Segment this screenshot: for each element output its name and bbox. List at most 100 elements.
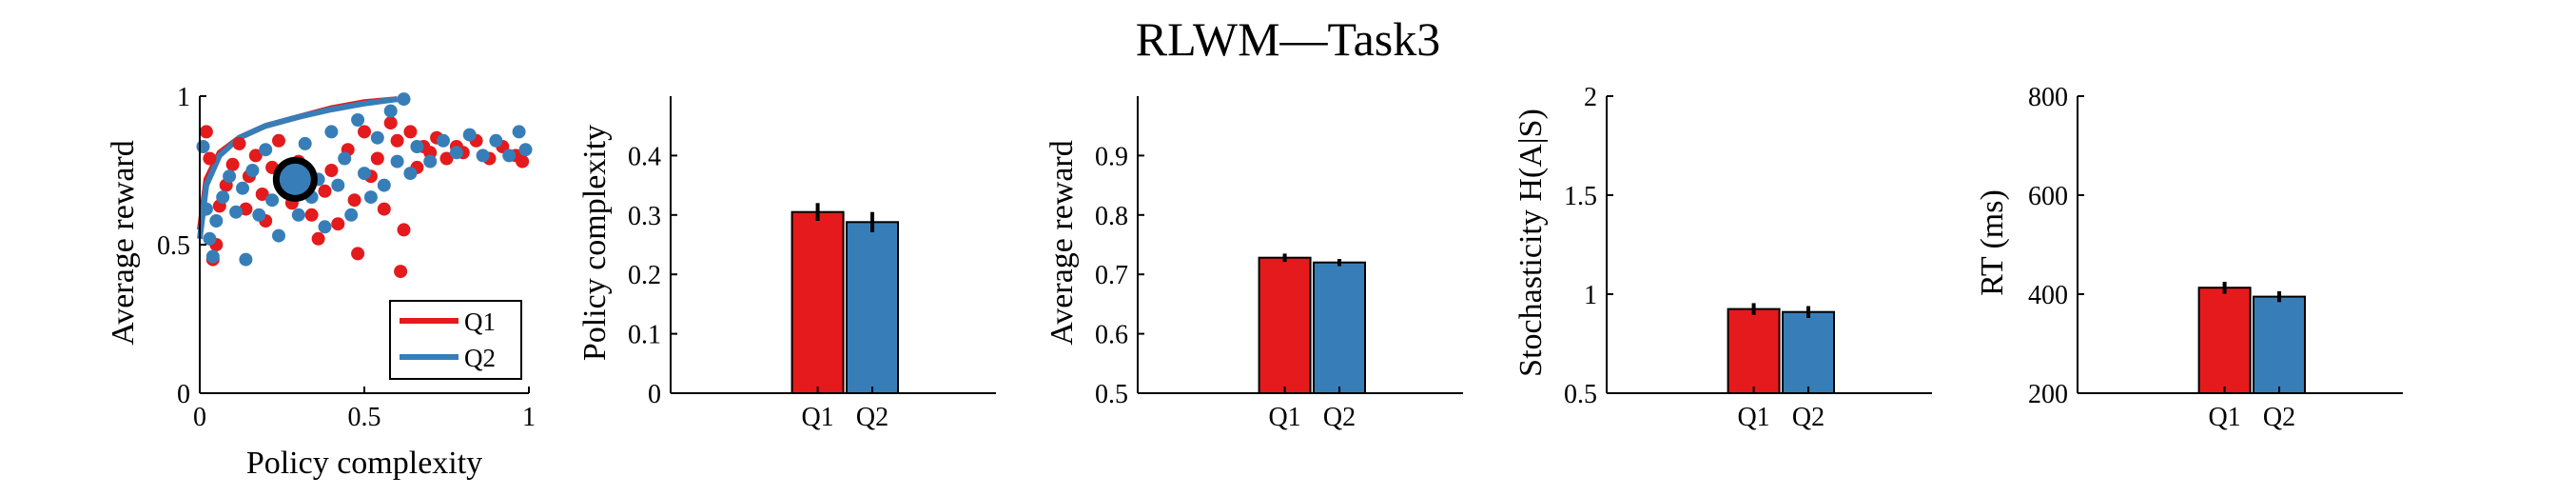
scatter-xtick-label: 0.5 — [348, 403, 381, 432]
point-q1 — [272, 133, 285, 148]
point-q1 — [248, 149, 263, 163]
ytick-label: 0.8 — [1095, 202, 1128, 231]
point-q1 — [255, 188, 269, 201]
xtick-label-q2: Q2 — [2263, 403, 2295, 432]
bar-q2 — [846, 221, 899, 394]
xtick-label-q1: Q1 — [1737, 403, 1769, 432]
scatter-xlabel: Policy complexity — [246, 446, 482, 481]
point-q2 — [338, 151, 352, 166]
point-q2 — [518, 143, 533, 157]
point-q1 — [370, 151, 384, 166]
point-q2 — [423, 154, 438, 169]
point-q2 — [358, 167, 371, 181]
point-q2 — [512, 125, 526, 139]
point-q2 — [370, 130, 384, 145]
point-q2 — [502, 149, 517, 163]
point-q1 — [225, 157, 240, 171]
ytick-label: 0.6 — [1095, 321, 1128, 350]
point-q2 — [476, 149, 490, 163]
ytick-label: 1.5 — [1564, 182, 1597, 211]
point-q2 — [318, 220, 332, 234]
ytick-label: 600 — [2028, 182, 2068, 211]
legend-label-q2: Q2 — [464, 344, 496, 372]
bar-q2 — [2253, 295, 2306, 395]
panel-scatter: Average reward Policy complexity 0 0.5 100… — [106, 83, 536, 481]
point-q2 — [265, 193, 280, 208]
point-q1 — [199, 125, 213, 139]
point-q1 — [203, 151, 217, 166]
point-q2 — [236, 181, 249, 195]
point-q2 — [363, 190, 378, 205]
scatter-xtick-label: 0 — [193, 403, 206, 432]
point-q1 — [403, 125, 418, 139]
bar-q2 — [1313, 261, 1366, 395]
bar-q1 — [790, 210, 845, 394]
scatter-ylabel: Average reward — [106, 140, 141, 346]
panel-stochasticity: Stochasticity H(A|S) Q1 Q2 0.5 1 1.5 2 — [1513, 83, 1932, 432]
point-q1 — [394, 265, 408, 279]
ytick-label: 0 — [648, 380, 661, 409]
point-q2 — [203, 231, 217, 246]
point-q1 — [358, 125, 371, 139]
ytick-label: 400 — [2028, 281, 2068, 310]
point-q1 — [304, 208, 319, 222]
point-q2 — [245, 164, 260, 177]
scatter-points — [196, 92, 533, 279]
xtick-label-q1: Q1 — [2208, 403, 2240, 432]
ytick-label: 0.5 — [1095, 380, 1128, 409]
point-q2 — [216, 190, 230, 205]
bar-q1 — [1727, 308, 1781, 395]
bar-q1 — [1258, 256, 1312, 395]
xtick-label-q2: Q2 — [1792, 403, 1825, 432]
point-q2 — [397, 92, 411, 107]
point-q1 — [331, 217, 345, 231]
xtick-label-q1: Q1 — [1268, 403, 1300, 432]
point-q2 — [209, 214, 224, 228]
scatter-curves — [197, 96, 399, 240]
figure-title: RLWM—Task3 — [1136, 12, 1441, 66]
point-q2 — [298, 136, 312, 150]
point-q1 — [351, 247, 365, 261]
point-q1 — [397, 223, 411, 237]
ytick-label: 0.3 — [628, 202, 661, 231]
point-q2 — [223, 169, 237, 184]
point-q2 — [205, 249, 220, 264]
point-q2 — [489, 133, 503, 148]
ytick-label: 800 — [2028, 83, 2068, 112]
bar-ylabel-rt: RT (ms) — [1975, 189, 2010, 296]
point-q2 — [410, 140, 424, 153]
point-q2 — [437, 133, 450, 148]
point-q2 — [403, 167, 418, 181]
point-q1 — [377, 202, 391, 216]
point-q1 — [439, 151, 454, 166]
point-q2 — [351, 113, 365, 127]
panel-rt: RT (ms) Q1 Q2 200 400 600 800 — [1975, 83, 2403, 432]
bar-ylabel-policy-complexity: Policy complexity — [577, 125, 613, 361]
point-q1 — [347, 193, 361, 208]
point-q1 — [383, 116, 398, 130]
panel-average-reward: Average reward Q1 Q2 0.5 0.6 0.7 0.8 0.9 — [1044, 96, 1463, 432]
xtick-label-q1: Q1 — [801, 403, 833, 432]
bar-ylabel-average-reward: Average reward — [1044, 140, 1080, 346]
point-q2 — [199, 202, 213, 216]
curve-q2 — [197, 96, 399, 240]
point-q2 — [252, 208, 266, 222]
point-q1 — [311, 231, 325, 246]
scatter-xtick-label: 1 — [522, 403, 536, 432]
legend-label-q1: Q1 — [464, 308, 496, 336]
scatter-ytick-label: 0 — [177, 380, 190, 409]
bar-q2 — [1782, 310, 1835, 395]
point-q2 — [331, 178, 345, 192]
point-q1 — [390, 133, 404, 148]
ytick-label: 0.1 — [628, 321, 661, 350]
point-q2 — [324, 125, 339, 139]
ytick-label: 200 — [2028, 380, 2068, 409]
legend: Q1 Q2 — [389, 300, 522, 380]
point-q2 — [291, 208, 305, 222]
panel-policy-complexity: Policy complexity Q1 Q2 0 0.1 0.2 0.3 0.4 — [577, 96, 996, 432]
ytick-label: 0.5 — [1564, 380, 1597, 409]
ytick-label: 2 — [1584, 83, 1597, 112]
bar-ylabel-stochasticity: Stochasticity H(A|S) — [1513, 109, 1549, 377]
xtick-label-q2: Q2 — [856, 403, 888, 432]
